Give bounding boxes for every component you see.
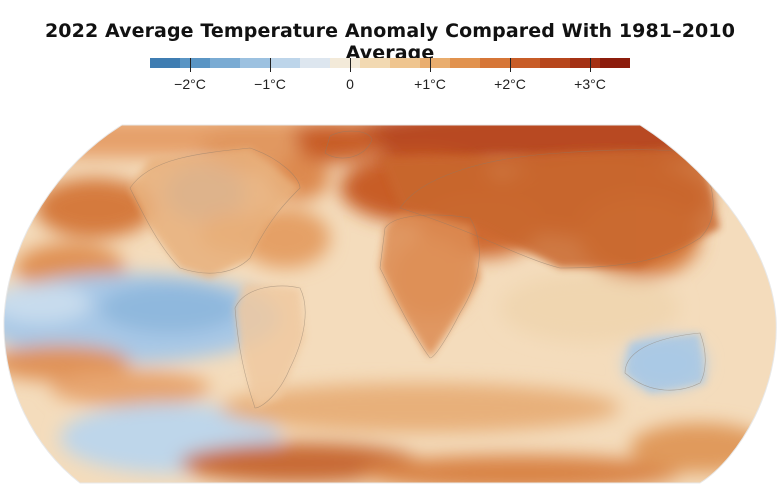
color-legend: −2°C −1°C 0 +1°C +2°C +3°C [150, 58, 630, 98]
legend-swatch [570, 58, 600, 68]
legend-swatch [450, 58, 480, 68]
legend-tick [270, 58, 271, 72]
legend-tick [190, 58, 191, 72]
legend-swatch [300, 58, 330, 68]
world-anomaly-map [3, 124, 777, 484]
legend-color-bar [150, 58, 630, 68]
legend-swatch [150, 58, 180, 68]
legend-tick-label: −2°C [174, 76, 206, 92]
legend-swatch [330, 58, 360, 68]
legend-swatch [540, 58, 570, 68]
legend-tick-label: −1°C [254, 76, 286, 92]
legend-tick-label: 0 [346, 76, 354, 92]
legend-swatch [210, 58, 240, 68]
legend-tick [590, 58, 591, 72]
legend-swatch [180, 58, 210, 68]
legend-tick-label: +3°C [574, 76, 606, 92]
legend-swatch [240, 58, 270, 68]
map-projection-area [3, 125, 777, 483]
legend-tick [350, 58, 351, 72]
legend-swatch [390, 58, 420, 68]
legend-swatch [270, 58, 300, 68]
legend-swatch [420, 58, 450, 68]
legend-swatch [600, 58, 630, 68]
legend-tick-label: +2°C [494, 76, 526, 92]
legend-swatch [480, 58, 510, 68]
legend-swatch [510, 58, 540, 68]
legend-tick [430, 58, 431, 72]
legend-swatch [360, 58, 390, 68]
legend-tick [510, 58, 511, 72]
legend-tick-label: +1°C [414, 76, 446, 92]
